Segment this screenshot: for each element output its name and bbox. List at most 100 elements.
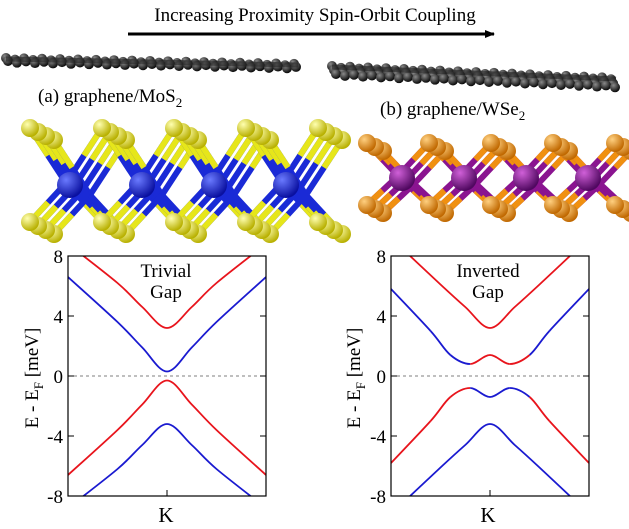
band-1-1-segment (548, 288, 589, 332)
carbon-atom (610, 82, 620, 93)
y-axis-label-b-sub: F (353, 382, 368, 389)
y-axis-label-a-sub: F (31, 382, 46, 389)
carbon-atom (421, 72, 431, 83)
chalcogen-atom (606, 134, 624, 152)
carbon-atom (385, 71, 395, 82)
chalcogen-atom (21, 213, 39, 231)
band-plot-a: Trivial Gap E - EF [meV] K 8 4 0 -4 -8 (22, 247, 267, 527)
chalcogen-atom (482, 134, 500, 152)
band-1-2-segment (449, 387, 471, 398)
metal-atom (575, 165, 601, 191)
panel-b-label: (b) graphene/WSe2 (380, 99, 525, 123)
y-tick-label: 8 (377, 247, 387, 268)
panel-a-label: (a) graphene/MoS2 (38, 86, 182, 110)
chalcogen-atom (420, 196, 438, 214)
band-1-2-segment (548, 420, 589, 464)
y-tick-label: 8 (54, 247, 64, 268)
graphene-sheet-a (1, 53, 301, 74)
x-axis-label-a: K (158, 503, 173, 527)
carbon-atom (520, 78, 530, 89)
chalcogen-atom (21, 119, 39, 137)
band-plot-b: Inverted Gap E - EF [meV] K 8 4 0 -4 -8 (344, 247, 590, 527)
band-1-2-segment (429, 396, 451, 422)
band-1-1-segment (470, 354, 491, 365)
carbon-atom (394, 73, 404, 84)
band-1-1-segment (391, 288, 432, 332)
metal-atom (389, 165, 415, 191)
y-tick-label: 4 (54, 307, 64, 328)
band-1-1-segment (509, 354, 531, 365)
carbon-atom (538, 79, 548, 90)
carbon-atom (349, 69, 359, 80)
metal-atom (129, 172, 155, 198)
gap-label-b-line1: Inverted (456, 261, 520, 282)
band-1-0 (408, 256, 572, 329)
band-1-2-segment (529, 396, 551, 422)
carbon-atom (475, 75, 485, 86)
band-1-2-segment (509, 387, 531, 398)
wse2-crystal-structure (358, 134, 629, 222)
carbon-atom (430, 74, 440, 85)
carbon-atom (403, 72, 413, 83)
carbon-atom (367, 70, 377, 81)
y-tick-label: 0 (54, 367, 64, 388)
band-1-1-segment (529, 330, 551, 356)
y-tick-label: -8 (370, 487, 386, 508)
band-0-0 (82, 256, 252, 329)
graphene-sheet-b (327, 61, 620, 93)
carbon-atom (574, 80, 584, 91)
y-tick-label: 0 (377, 367, 387, 388)
carbon-atom (412, 73, 422, 84)
metal-atom (451, 165, 477, 191)
carbon-atom (358, 71, 368, 82)
metal-atom (201, 172, 227, 198)
y-axis-label-a: E - EF [meV] (22, 328, 46, 429)
carbon-atom (547, 78, 557, 89)
chalcogen-atom (358, 196, 376, 214)
carbon-atom (340, 70, 350, 81)
gap-label-a-line2: Gap (150, 282, 182, 303)
band-1-2-segment (391, 420, 432, 464)
panel-a-label-main: (a) graphene/MoS (38, 86, 176, 107)
chalcogen-atom (309, 119, 327, 137)
metal-atom (57, 172, 83, 198)
carbon-atom (592, 81, 602, 92)
mos2-crystal-structure (21, 119, 351, 243)
carbon-atom (529, 77, 539, 88)
y-tick-label: 4 (377, 307, 387, 328)
panel-b-label-main: (b) graphene/WSe (380, 99, 519, 120)
carbon-atom (484, 76, 494, 87)
band-1-1-segment (429, 330, 451, 356)
chalcogen-atom (606, 196, 624, 214)
band-0-3 (82, 423, 252, 496)
carbon-bond (5, 56, 299, 68)
y-axis-label-a-main: E - E (22, 389, 43, 428)
y-axis-label-b-main: E - E (344, 389, 365, 428)
chalcogen-atom (237, 213, 255, 231)
carbon-atom (331, 69, 341, 79)
carbon-atom (448, 75, 458, 86)
y-axis-label-a-unit: [meV] (22, 328, 43, 382)
chalcogen-atom (165, 119, 183, 137)
band-0-2 (68, 379, 266, 476)
band-0-1 (68, 276, 266, 373)
y-tick-label: -8 (47, 487, 63, 508)
chalcogen-atom (93, 213, 111, 231)
panel-b-label-sub: 2 (519, 108, 526, 123)
carbon-atom (556, 80, 566, 91)
chalcogen-atom (93, 119, 111, 137)
carbon-atom (376, 72, 386, 83)
band-1-1-segment (449, 354, 471, 365)
chalcogen-atom (482, 196, 500, 214)
carbon-atom (601, 80, 611, 91)
chalcogen-atom (420, 134, 438, 152)
chalcogen-atom (309, 213, 327, 231)
carbon-atom (565, 78, 575, 89)
x-axis-label-b: K (480, 503, 495, 527)
y-axis-label-b: E - EF [meV] (344, 328, 368, 429)
carbon-atom (493, 75, 503, 86)
y-tick-label: -4 (47, 427, 63, 448)
gap-label-b-line2: Gap (472, 282, 504, 303)
chalcogen-atom (544, 196, 562, 214)
